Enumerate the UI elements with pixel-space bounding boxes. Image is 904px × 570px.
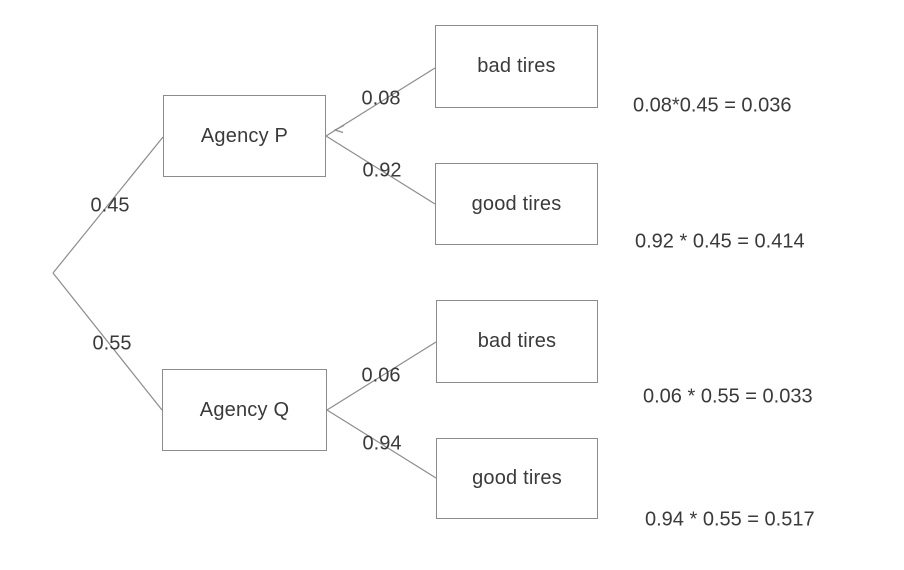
branch-probability-q-good: 0.94 [362, 432, 402, 455]
node-agency-q: Agency Q [162, 369, 327, 451]
node-p-good-tires-label: good tires [471, 192, 562, 215]
node-p-bad-tires-label: bad tires [477, 55, 556, 77]
branch-line-root-to-agency-q [52, 272, 163, 411]
branch-probability-p-good: 0.92 [362, 159, 402, 182]
node-p-bad-tires: bad tires [435, 25, 598, 108]
branch-probability-p-bad: 0.08 [361, 87, 401, 110]
calculation-q-good: 0.94 * 0.55 = 0.517 [645, 508, 815, 531]
branch-probability-q-bad: 0.06 [361, 364, 401, 387]
node-q-good-tires: good tires [436, 438, 598, 519]
calculation-q-bad: 0.06 * 0.55 = 0.033 [643, 385, 813, 408]
branch-probability-root-p: 0.45 [90, 194, 130, 217]
node-p-good-tires: good tires [435, 163, 598, 245]
branch-line-q-to-bad-tires [326, 341, 437, 411]
node-agency-p: Agency P [163, 95, 326, 177]
node-agency-p-label: Agency P [200, 124, 289, 147]
branch-probability-root-q: 0.55 [92, 332, 132, 355]
branch-line-p-to-bad-tires [325, 67, 436, 137]
calculation-p-good: 0.92 * 0.45 = 0.414 [635, 230, 805, 253]
node-q-bad-tires: bad tires [436, 300, 598, 383]
node-q-bad-tires-label: bad tires [477, 330, 557, 352]
branch-line-p-to-good-tires [325, 135, 436, 205]
branch-line-q-to-good-tires [326, 409, 437, 479]
branch-line-root-to-agency-p [52, 136, 164, 274]
arrowhead-icon [333, 124, 345, 134]
node-q-good-tires-label: good tires [472, 467, 562, 489]
node-agency-q-label: Agency Q [199, 398, 290, 421]
calculation-p-bad: 0.08*0.45 = 0.036 [633, 94, 792, 117]
